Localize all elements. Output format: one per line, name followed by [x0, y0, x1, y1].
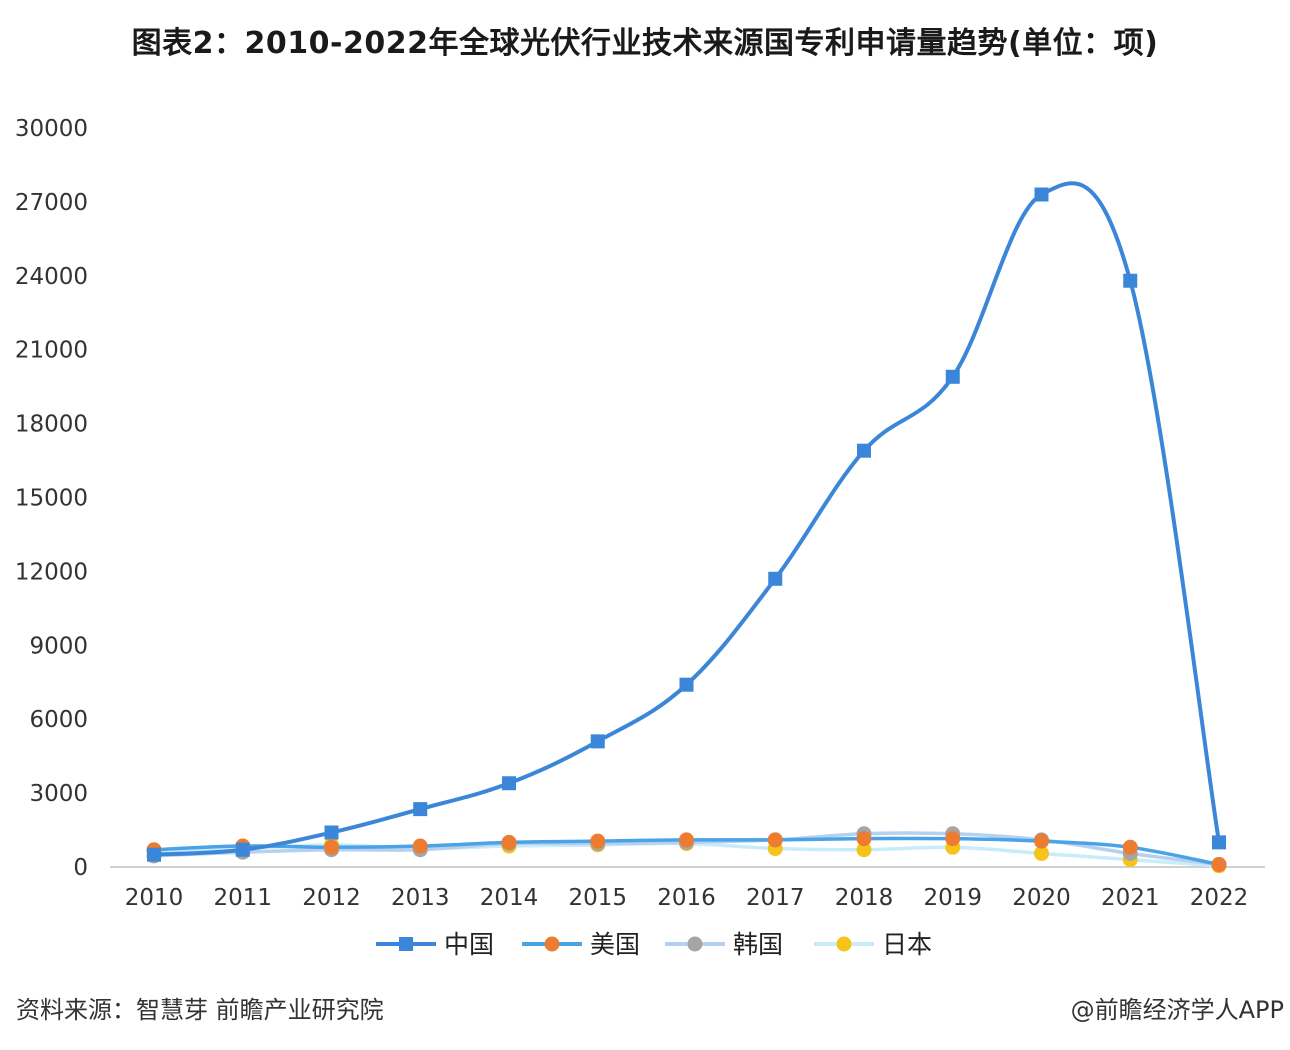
- data-point: [147, 847, 161, 862]
- data-point: [324, 839, 339, 855]
- x-tick-label: 2022: [1190, 885, 1249, 911]
- series-line: [152, 181, 1221, 857]
- legend-item: 日本: [814, 930, 932, 959]
- data-point: [767, 832, 783, 848]
- data-point: [1034, 833, 1049, 849]
- data-point: [768, 571, 783, 586]
- data-point: [413, 802, 428, 817]
- y-tick-label: 21000: [15, 338, 88, 364]
- data-point: [679, 832, 694, 848]
- data-point: [590, 833, 606, 849]
- x-axis-ticks: 2010 2011 2012 2013 2014 2015 2016 2017 2018 2019…: [125, 885, 1249, 911]
- legend-swatch-marker: [836, 936, 852, 952]
- series-layer: [146, 181, 1227, 874]
- source-note: 资料来源：智慧芽 前瞻产业研究院: [16, 996, 384, 1024]
- x-tick-label: 2011: [213, 885, 272, 911]
- y-tick-label: 27000: [15, 190, 88, 216]
- series-中国: [147, 181, 1226, 862]
- data-point: [1034, 187, 1049, 202]
- data-point: [679, 677, 694, 692]
- chart-title: 图表2：2010-2022年全球光伏行业技术来源国专利申请量趋势(单位：项): [131, 26, 1159, 61]
- data-point: [1211, 857, 1227, 873]
- y-axis-ticks: 0 3000 6000 9000 12000 15000 18000 21000 24000 27…: [15, 116, 88, 881]
- legend-label: 韩国: [733, 930, 783, 959]
- data-point: [945, 369, 960, 384]
- data-point: [324, 825, 339, 840]
- x-tick-label: 2021: [1101, 885, 1160, 911]
- data-point: [235, 842, 250, 857]
- data-point: [502, 776, 516, 791]
- legend-item: 韩国: [665, 930, 783, 959]
- brand-note: @前瞻经济学人APP: [1070, 996, 1284, 1024]
- y-tick-label: 24000: [15, 264, 88, 290]
- legend-label: 中国: [444, 930, 494, 959]
- legend-item: 美国: [522, 930, 640, 959]
- x-tick-label: 2012: [302, 885, 361, 911]
- data-point: [857, 443, 871, 458]
- data-point: [945, 831, 961, 847]
- data-point: [1122, 839, 1138, 855]
- legend: 中国 美国 韩国 日本: [376, 930, 932, 959]
- data-point: [590, 734, 605, 749]
- y-tick-label: 9000: [29, 633, 88, 659]
- x-tick-label: 2014: [480, 885, 539, 911]
- x-tick-label: 2010: [125, 885, 184, 911]
- y-tick-label: 6000: [29, 707, 88, 733]
- x-tick-label: 2013: [391, 885, 450, 911]
- legend-label: 日本: [882, 930, 932, 959]
- data-point: [856, 831, 872, 847]
- x-tick-label: 2019: [923, 885, 982, 911]
- data-point: [856, 842, 872, 858]
- x-tick-label: 2018: [835, 885, 894, 911]
- y-tick-label: 15000: [15, 486, 88, 512]
- y-tick-label: 12000: [15, 559, 88, 585]
- legend-swatch-marker: [544, 936, 560, 952]
- data-point: [1212, 835, 1226, 850]
- data-point: [1123, 273, 1138, 288]
- x-tick-label: 2020: [1012, 885, 1071, 911]
- legend-swatch-marker: [687, 936, 703, 952]
- y-tick-label: 0: [73, 855, 88, 881]
- data-point: [501, 834, 517, 850]
- legend-label: 美国: [590, 930, 640, 959]
- data-point: [412, 838, 428, 854]
- y-tick-label: 30000: [15, 116, 88, 142]
- y-tick-label: 3000: [29, 781, 88, 807]
- x-tick-label: 2015: [568, 885, 627, 911]
- data-point: [1034, 845, 1049, 861]
- x-tick-label: 2016: [657, 885, 716, 911]
- legend-item: 中国: [376, 930, 494, 959]
- x-tick-label: 2017: [746, 885, 805, 911]
- y-tick-label: 18000: [15, 412, 88, 438]
- legend-swatch-marker: [399, 937, 413, 951]
